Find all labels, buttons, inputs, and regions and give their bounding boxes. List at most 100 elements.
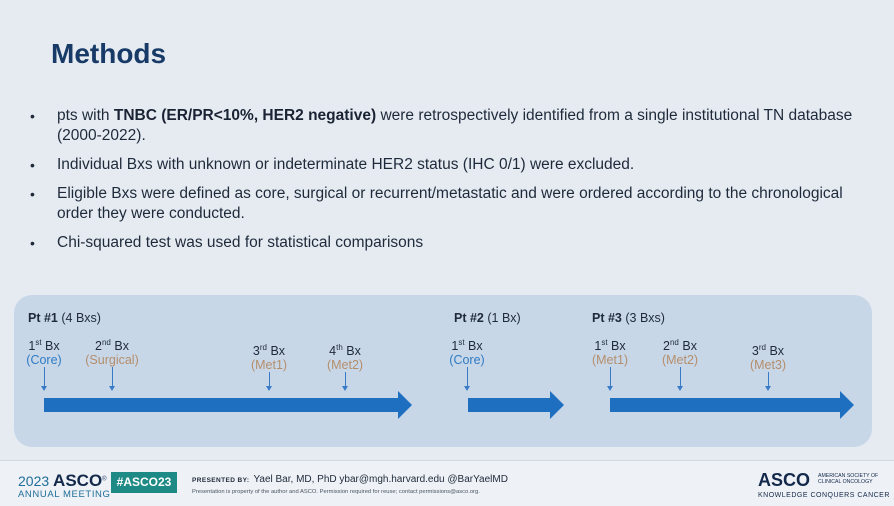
biopsy-pointer-tip <box>464 386 470 391</box>
biopsy-pointer-line <box>609 367 611 386</box>
methods-bullet-list: • pts with TNBC (ER/PR<10%, HER2 negative… <box>30 106 860 262</box>
biopsy-type: (Core) <box>449 353 485 368</box>
patient-name: Pt #1 <box>28 311 58 325</box>
biopsy-marker: 3rd Bx (Met1) <box>239 341 299 391</box>
biopsy-marker: 1st Bx (Core) <box>437 336 497 391</box>
biopsy-pointer-tip <box>109 386 115 391</box>
copyright-notice: Presentation is property of the author a… <box>192 489 480 495</box>
timeline-arrow-shape <box>468 391 564 419</box>
presenter-info: PRESENTED BY: Yael Bar, MD, PhD ybar@mgh.… <box>192 474 508 485</box>
meeting-logo: 2023 ASCO® <box>18 471 107 491</box>
biopsy-label: 1st Bx <box>580 336 640 353</box>
meeting-asco: ASCO <box>53 471 103 490</box>
biopsy-type: (Met1) <box>250 358 288 373</box>
biopsy-ordinal: st <box>458 338 465 347</box>
biopsy-number: 1 <box>594 339 602 354</box>
biopsy-word: Bx <box>41 339 60 354</box>
biopsy-pointer-line <box>268 372 270 386</box>
bullet-1-bold: TNBC (ER/PR<10%, HER2 negative) <box>113 107 377 124</box>
biopsy-pointer-line <box>767 372 769 386</box>
biopsy-pointer-tip <box>765 386 771 391</box>
biopsy-word: Bx <box>766 344 785 359</box>
footer-bar: 2023 ASCO® ANNUAL MEETING #ASCO23 PRESEN… <box>0 460 894 506</box>
biopsy-word: Bx <box>678 339 697 354</box>
bullet-glyph: • <box>30 186 35 202</box>
asco-society-name: AMERICAN SOCIETY OF CLINICAL ONCOLOGY <box>818 473 878 486</box>
bullet-1-post: were retrospectively identified from a s… <box>57 107 853 144</box>
asco-logo: ASCO <box>758 470 811 490</box>
presenter-text: Yael Bar, MD, PhD ybar@mgh.harvard.edu @… <box>253 474 508 485</box>
bullet-glyph: • <box>30 235 35 251</box>
biopsy-pointer-tip <box>41 386 47 391</box>
annual-meeting-label: ANNUAL MEETING <box>18 489 111 500</box>
biopsy-pointer-tip <box>677 386 683 391</box>
biopsy-label: 2nd Bx <box>82 336 142 353</box>
bullet-item-3: • Eligible Bxs were defined as core, surg… <box>30 184 860 224</box>
biopsy-pointer-line <box>43 367 45 386</box>
bullet-glyph: • <box>30 157 35 173</box>
biopsy-marker: 1st Bx (Met1) <box>580 336 640 391</box>
biopsy-label: 1st Bx <box>437 336 497 353</box>
biopsy-marker: 1st Bx (Core) <box>14 336 74 391</box>
biopsy-marker: 2nd Bx (Surgical) <box>82 336 142 391</box>
biopsy-number: 3 <box>252 344 260 359</box>
patient-title: Pt #1 (4 Bxs) <box>28 311 101 325</box>
biopsy-marker: 3rd Bx (Met3) <box>738 341 798 391</box>
timeline-arrow <box>610 391 854 419</box>
biopsy-number: 1 <box>28 339 36 354</box>
biopsy-timeline-panel: Pt #1 (4 Bxs) 1st Bx (Core) 2nd Bx (Surgical… <box>14 295 872 447</box>
biopsy-marker: 4th Bx (Met2) <box>315 341 375 391</box>
timeline-arrow <box>44 391 412 419</box>
meeting-year: 2023 <box>18 473 50 489</box>
patient-name: Pt #2 <box>454 311 484 325</box>
hashtag-badge: #ASCO23 <box>111 472 177 493</box>
registered-mark: ® <box>102 476 107 483</box>
bullet-2-text: Individual Bxs with unknown or indetermi… <box>57 156 635 173</box>
society-line-2: CLINICAL ONCOLOGY <box>818 479 873 486</box>
patient-biopsy-count: (3 Bxs) <box>621 311 665 325</box>
society-line-1: AMERICAN SOCIETY OF <box>818 473 879 479</box>
biopsy-label: 2nd Bx <box>650 336 710 353</box>
patient-title: Pt #3 (3 Bxs) <box>592 311 665 325</box>
biopsy-number: 2 <box>663 339 670 354</box>
bullet-1-pre: pts with <box>57 107 114 124</box>
slide-title: Methods <box>51 38 167 69</box>
biopsy-pointer-line <box>466 367 468 386</box>
biopsy-ordinal: th <box>336 343 343 352</box>
timeline-arrow <box>468 391 564 419</box>
biopsy-ordinal: nd <box>669 338 679 347</box>
biopsy-number: 2 <box>95 339 102 354</box>
biopsy-type: (Met2) <box>661 353 699 368</box>
patient-biopsy-count: (4 Bxs) <box>57 311 101 325</box>
biopsy-type: (Met1) <box>591 353 629 368</box>
presented-by-label: PRESENTED BY: <box>192 477 250 484</box>
bullet-item-2: • Individual Bxs with unknown or indeterm… <box>30 155 860 175</box>
bullet-3-text: Eligible Bxs were defined as core, surgi… <box>57 185 843 222</box>
patient-biopsy-count: (1 Bx) <box>483 311 521 325</box>
biopsy-label: 1st Bx <box>14 336 74 353</box>
biopsy-type: (Met3) <box>749 358 787 373</box>
biopsy-word: Bx <box>464 339 483 354</box>
biopsy-number: 4 <box>329 344 337 359</box>
biopsy-pointer-line <box>344 372 346 386</box>
biopsy-word: Bx <box>110 339 129 354</box>
patient-title: Pt #2 (1 Bx) <box>454 311 521 325</box>
biopsy-number: 3 <box>751 344 759 359</box>
biopsy-number: 1 <box>451 339 459 354</box>
bullet-item-1: • pts with TNBC (ER/PR<10%, HER2 negative… <box>30 106 860 146</box>
biopsy-pointer-tip <box>266 386 272 391</box>
biopsy-pointer-line <box>679 367 681 386</box>
biopsy-label: 3rd Bx <box>738 341 798 358</box>
bullet-item-4: • Chi-squared test was used for statistic… <box>30 233 860 253</box>
biopsy-pointer-tip <box>607 386 613 391</box>
biopsy-ordinal: rd <box>758 343 766 352</box>
bullet-4-text: Chi-squared test was used for statistica… <box>57 234 424 251</box>
biopsy-type: (Surgical) <box>85 353 139 368</box>
biopsy-pointer-tip <box>342 386 348 391</box>
timeline-arrow-shape <box>610 391 854 419</box>
biopsy-type: (Core) <box>26 353 62 368</box>
biopsy-label: 3rd Bx <box>239 341 299 358</box>
biopsy-label: 4th Bx <box>315 341 375 358</box>
biopsy-word: Bx <box>342 344 361 359</box>
biopsy-ordinal: rd <box>259 343 267 352</box>
